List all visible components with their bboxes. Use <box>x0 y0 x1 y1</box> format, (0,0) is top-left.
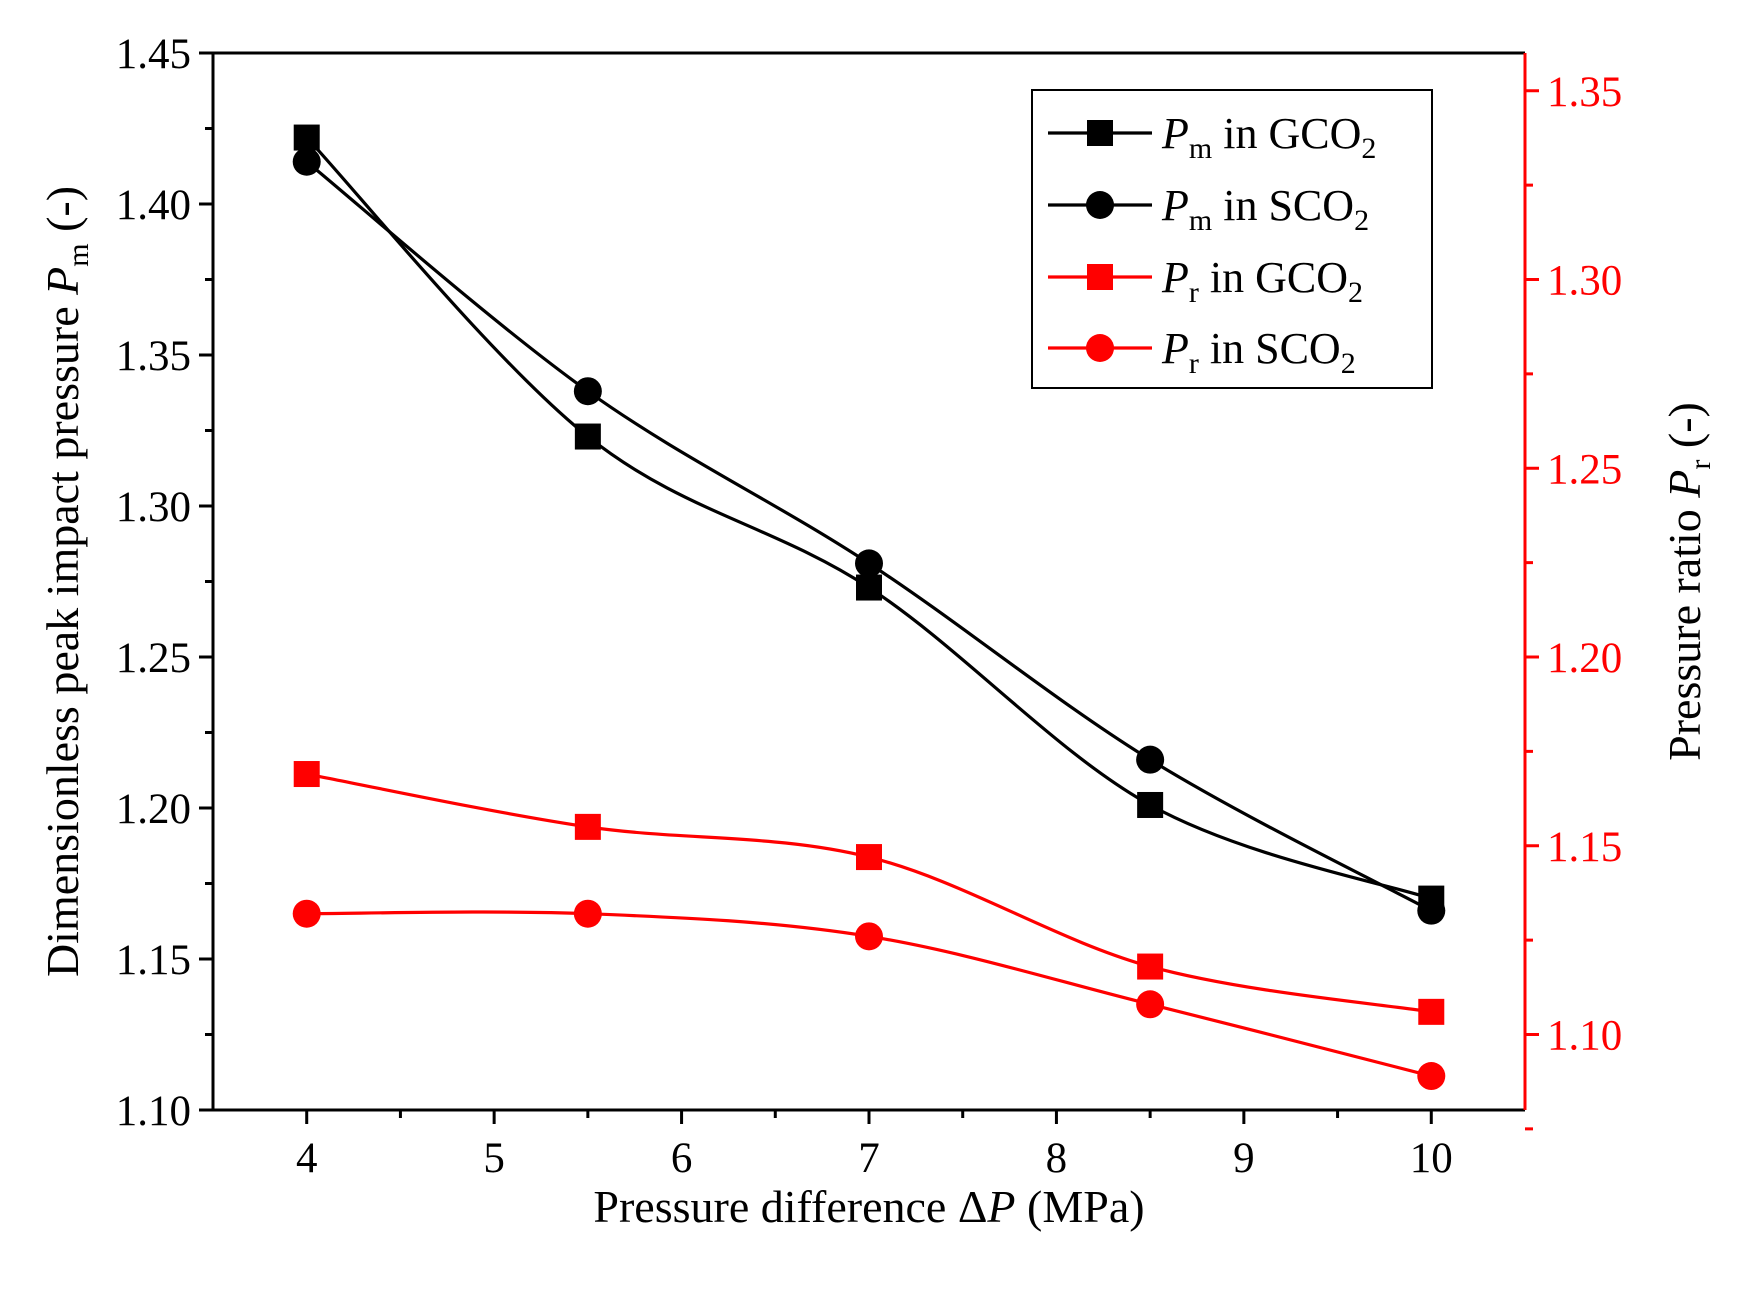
data-point-s1-4 <box>1417 896 1446 925</box>
left-y-tick-label-1: 1.15 <box>116 937 191 984</box>
legend-marker-0 <box>1087 120 1113 146</box>
data-point-s1-1 <box>573 377 602 406</box>
left-y-axis-title: Dimensionless peak impact pressure Pm (-… <box>37 186 95 977</box>
legend-label-3: Pr in SCO2 <box>1161 324 1356 380</box>
x-axis-title: Pressure difference ΔP (MPa) <box>593 1181 1144 1232</box>
data-point-s1-0 <box>292 147 321 176</box>
data-point-s0-3 <box>1137 791 1164 818</box>
x-tick-label-4: 8 <box>1046 1135 1068 1182</box>
legend-label-0: Pm in GCO2 <box>1161 109 1376 165</box>
right-y-tick-label-2: 1.20 <box>1547 635 1622 682</box>
x-tick-label-5: 9 <box>1233 1135 1255 1182</box>
data-point-s2-2 <box>856 844 882 871</box>
data-point-s2-3 <box>1137 953 1164 980</box>
legend-label-1: Pm in SCO2 <box>1161 181 1369 237</box>
data-point-s0-1 <box>574 423 601 450</box>
right-y-tick-label-0: 1.10 <box>1547 1013 1622 1060</box>
data-point-s2-0 <box>293 761 320 788</box>
legend-marker-2 <box>1087 264 1113 290</box>
right-y-tick-label-4: 1.30 <box>1547 258 1622 305</box>
data-point-s3-0 <box>292 899 321 928</box>
legend-marker-1 <box>1086 191 1114 219</box>
data-point-s2-4 <box>1418 998 1445 1025</box>
left-y-tick-label-4: 1.30 <box>116 484 191 531</box>
left-y-tick-label-5: 1.35 <box>116 333 191 380</box>
series-line-2 <box>306 772 1432 1014</box>
right-y-axis-title: Pressure ratio Pr (-) <box>1659 402 1717 761</box>
left-y-tick-label-7: 1.45 <box>116 31 191 78</box>
data-point-s3-3 <box>1136 990 1165 1019</box>
x-tick-label-1: 5 <box>483 1135 505 1182</box>
x-tick-label-0: 4 <box>296 1135 318 1182</box>
right-y-tick-label-1: 1.15 <box>1547 824 1622 871</box>
series-markers <box>292 124 1446 1091</box>
left-y-tick-label-0: 1.10 <box>116 1088 191 1135</box>
data-point-s2-1 <box>574 813 601 840</box>
x-tick-label-2: 6 <box>671 1135 693 1182</box>
axis-titles: Pressure difference ΔP (MPa) Dimensionles… <box>37 186 1717 1232</box>
left-y-axis-ticks: 1.10 1.15 1.20 1.25 1.30 1.35 1.40 1.45 <box>116 31 213 1135</box>
left-y-tick-label-2: 1.20 <box>116 786 191 833</box>
legend-marker-3 <box>1086 334 1114 362</box>
data-point-s3-1 <box>573 899 602 928</box>
x-axis-ticks: 4 5 6 7 8 9 10 <box>296 1110 1453 1182</box>
data-point-s0-0 <box>293 124 320 151</box>
x-tick-label-3: 7 <box>858 1135 880 1182</box>
data-point-s3-2 <box>855 922 883 951</box>
data-point-s3-4 <box>1417 1062 1446 1091</box>
left-y-tick-label-6: 1.40 <box>116 182 191 229</box>
data-point-s0-2 <box>856 574 882 601</box>
left-y-tick-label-3: 1.25 <box>116 635 191 682</box>
right-y-tick-label-5: 1.35 <box>1547 69 1622 116</box>
legend: Pm in GCO2 Pm in SCO2 Pr in GCO2 Pr in SCO2 <box>1031 89 1433 389</box>
x-tick-label-6: 10 <box>1410 1135 1453 1182</box>
data-point-s1-3 <box>1136 745 1165 774</box>
legend-label-2: Pr in GCO2 <box>1161 253 1363 309</box>
data-point-s1-2 <box>855 549 883 578</box>
right-y-axis-ticks: 1.10 1.15 1.20 1.25 1.30 1.35 <box>1525 69 1622 1131</box>
right-y-tick-label-3: 1.25 <box>1547 446 1622 493</box>
